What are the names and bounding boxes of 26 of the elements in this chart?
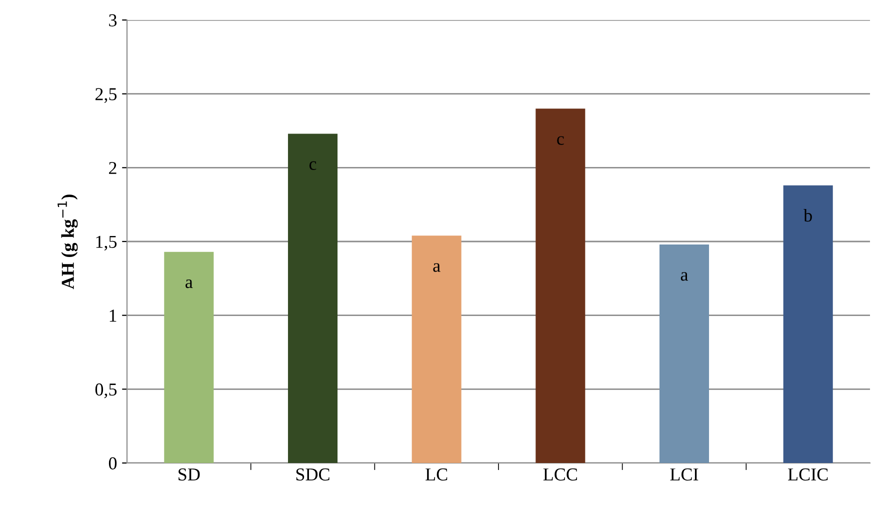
bar <box>288 134 338 463</box>
bar <box>164 252 214 463</box>
annotation: a <box>433 263 440 272</box>
x-tick-label: LCIC <box>788 468 828 481</box>
y-tick-label: 0 <box>108 457 117 470</box>
y-tick-label: 2 <box>109 162 116 174</box>
x-tick-label: LCC <box>543 468 577 481</box>
annotation: b <box>804 208 812 222</box>
x-tick-label: SDC <box>296 468 330 481</box>
bar <box>412 236 462 463</box>
bar <box>659 244 710 463</box>
annotation: a <box>186 279 193 288</box>
annotation: c <box>309 161 316 170</box>
y-tick-label: 2,5 <box>96 88 117 103</box>
x-tick-label: LCI <box>670 468 698 481</box>
bar <box>536 108 586 463</box>
x-tick-label: LC <box>426 468 448 481</box>
y-axis-title: AH (g kg$^{−1}$) <box>58 194 78 290</box>
y-tick-label: 0,5 <box>95 383 117 398</box>
bar <box>783 185 833 463</box>
x-tick-label: SD <box>178 468 200 481</box>
y-tick-label: 1 <box>110 310 116 322</box>
y-tick-label: 3 <box>109 14 117 26</box>
annotation: a <box>680 272 688 281</box>
annotation: c <box>557 136 564 145</box>
y-tick-label: 1,5 <box>96 236 117 251</box>
